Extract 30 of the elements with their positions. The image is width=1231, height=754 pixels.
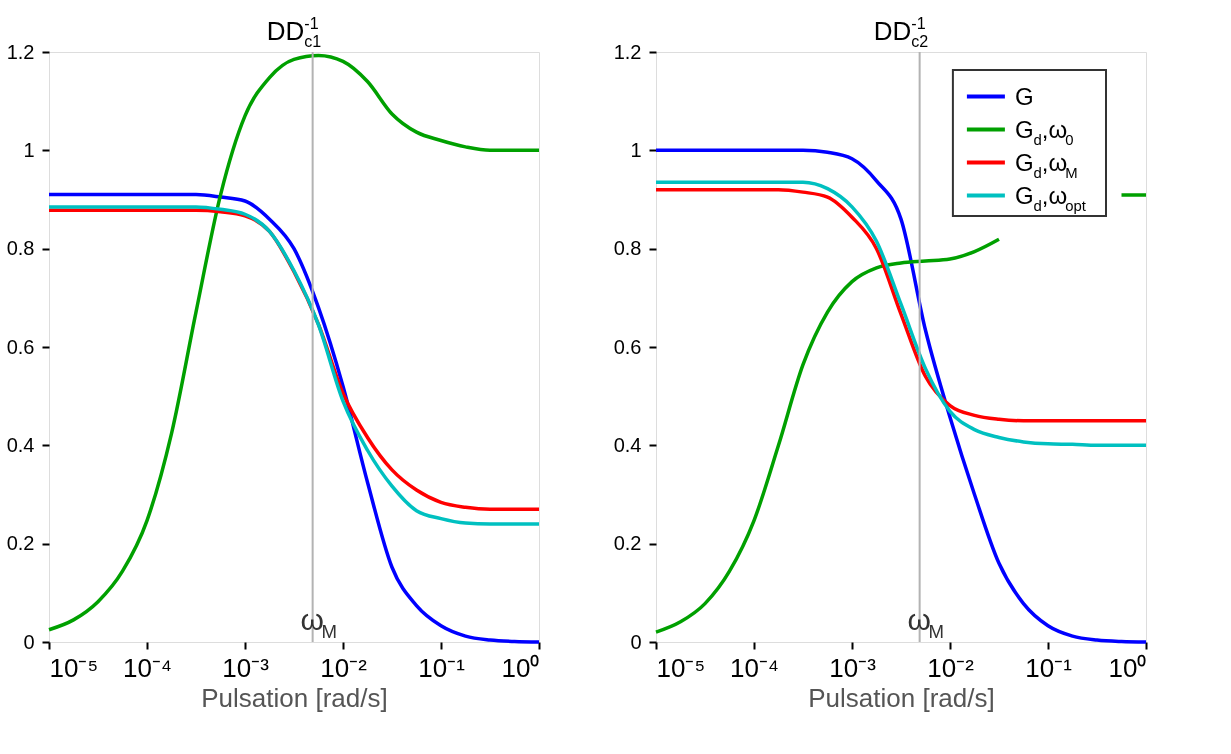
x-tick-label: 10⁻³ [829,652,877,683]
x-tick-label: 10⁻⁵ [656,652,706,683]
y-tick-label: 0.6 [613,335,642,358]
x-tick-label: 10⁻² [320,652,368,683]
y-tick-label: 0.4 [613,433,642,456]
y-tick-label: 1 [23,138,35,161]
x-tick-label: 10⁻¹ [1025,652,1073,683]
y-tick-label: 0 [630,630,642,653]
x-tick-label: 10⁻³ [222,652,270,683]
y-tick-label: 0.8 [6,237,35,260]
y-tick-label: 0.6 [6,335,35,358]
x-tick-label: 10⁻² [927,652,975,683]
x-tick-label: 10⁰ [501,652,540,683]
y-tick-label: 1 [630,138,642,161]
x-tick-label: 10⁻⁴ [122,652,173,683]
y-tick-label: 0.8 [613,237,642,260]
x-axis-title: Pulsation [rad/s] [201,682,388,713]
x-tick-label: 10⁻⁵ [49,652,99,683]
x-tick-label: 10⁻⁴ [729,652,780,683]
y-tick-label: 1.2 [613,40,642,63]
y-tick-label: 0 [23,630,35,653]
line-series [47,192,541,644]
y-tick-label: 0.4 [6,433,35,456]
x-tick-label: 10⁻¹ [418,652,466,683]
x-tick-label: 10⁰ [1108,652,1147,683]
y-tick-label: 0.2 [613,532,642,555]
y-tick-label: 0.2 [6,532,35,555]
y-tick-label: 1.2 [6,40,35,63]
legend-label: G [1014,82,1034,110]
x-axis-title: Pulsation [rad/s] [808,682,995,713]
